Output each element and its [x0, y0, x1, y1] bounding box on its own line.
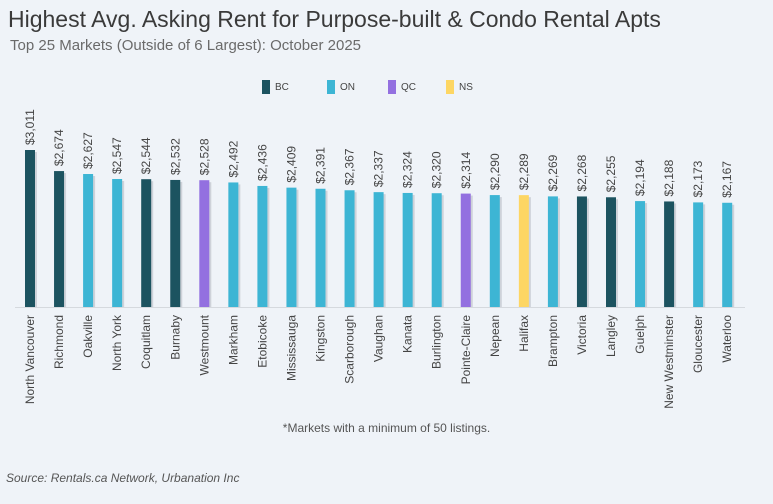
data-label: $2,391	[314, 147, 328, 184]
category-label: Richmond	[52, 315, 66, 369]
category-label: Brampton	[546, 315, 560, 367]
data-label: $2,194	[633, 159, 647, 196]
category-label: Gloucester	[691, 315, 705, 373]
category-label: Burnaby	[168, 315, 182, 360]
data-label: $2,324	[401, 151, 415, 188]
legend-swatch	[327, 80, 335, 94]
legend-swatch	[446, 80, 454, 94]
category-label: Mississauga	[284, 315, 298, 381]
category-label: Langley	[604, 315, 618, 357]
category-label: Kanata	[401, 315, 415, 353]
bar	[460, 193, 471, 307]
category-label: Markham	[226, 315, 240, 365]
data-label: $2,674	[52, 129, 66, 166]
category-label: Westmount	[197, 314, 211, 375]
category-label: Victoria	[575, 315, 589, 355]
bar	[547, 196, 558, 307]
data-label: $2,320	[430, 151, 444, 188]
bar	[606, 197, 616, 307]
bar	[25, 150, 35, 307]
data-label: $2,268	[575, 154, 589, 191]
source-text: Source: Rentals.ca Network, Urbanation I…	[6, 471, 240, 485]
chart-subtitle: Top 25 Markets (Outside of 6 Largest): O…	[10, 37, 362, 54]
data-label: $2,544	[139, 137, 153, 174]
bar	[170, 179, 181, 307]
bar	[228, 182, 239, 307]
legend-label: QC	[401, 81, 416, 93]
data-label: $2,255	[604, 155, 618, 192]
chart-title: Highest Avg. Asking Rent for Purpose-bui…	[8, 6, 661, 32]
data-label: $2,167	[720, 161, 734, 198]
data-label: $2,532	[168, 138, 182, 175]
data-label: $2,547	[110, 137, 124, 174]
bar	[373, 192, 384, 307]
category-label: Halifax	[517, 315, 531, 352]
data-label: $2,627	[81, 132, 95, 169]
data-label: $2,436	[255, 144, 269, 181]
legend-swatch	[388, 80, 396, 94]
data-label: $3,011	[23, 109, 37, 145]
footnote: *Markets with a minimum of 50 listings.	[282, 421, 491, 435]
legend: BC ON QC NS	[0, 80, 773, 96]
category-label: Guelph	[633, 315, 647, 354]
bar	[286, 187, 297, 307]
data-label: $2,528	[197, 138, 211, 175]
data-label: $2,367	[343, 148, 357, 185]
bar	[431, 193, 442, 307]
data-label: $2,173	[691, 160, 705, 197]
category-label: Kingston	[314, 315, 328, 362]
bar	[315, 188, 326, 307]
bar	[54, 171, 65, 307]
bar	[489, 195, 500, 307]
bar	[112, 179, 123, 307]
legend-item-on: ON	[327, 80, 355, 94]
category-label: Waterloo	[720, 315, 734, 363]
category-label: Scarborough	[343, 315, 357, 384]
bar	[664, 201, 675, 307]
legend-item-bc: BC	[262, 80, 289, 94]
data-label: $2,269	[546, 154, 560, 191]
data-label: $2,314	[459, 152, 473, 189]
data-label: $2,289	[517, 153, 531, 190]
data-label: $2,290	[488, 153, 502, 190]
category-label: North York	[110, 314, 124, 371]
data-label: $2,188	[662, 159, 676, 196]
category-label: Nepean	[488, 315, 502, 357]
category-label: New Westminster	[662, 315, 676, 409]
bar	[576, 196, 587, 307]
bar	[518, 195, 529, 307]
bar	[344, 190, 355, 307]
bar	[693, 202, 704, 307]
legend-label: NS	[459, 81, 473, 93]
bar	[141, 179, 152, 307]
bar-chart: $3,011 North Vancouver $2,674 Richmond $2,62…	[15, 109, 745, 409]
bar	[257, 185, 268, 307]
bar	[199, 180, 210, 307]
legend-item-ns: NS	[446, 80, 473, 94]
bar	[402, 192, 413, 307]
legend-item-qc: QC	[388, 80, 416, 94]
category-label: Etobicoke	[255, 315, 269, 368]
data-label: $2,337	[372, 150, 386, 187]
bar	[722, 202, 733, 307]
category-label: Vaughan	[372, 315, 386, 362]
bar	[635, 201, 646, 307]
legend-label: ON	[340, 81, 355, 93]
data-label: $2,409	[284, 146, 298, 183]
legend-swatch	[262, 80, 270, 94]
bar	[83, 174, 94, 307]
category-label: North Vancouver	[23, 315, 37, 404]
data-label: $2,492	[226, 140, 240, 177]
category-label: Oakville	[81, 315, 95, 358]
category-label: Coquitlam	[139, 315, 153, 369]
category-label: Burlington	[430, 315, 444, 369]
legend-label: BC	[275, 81, 289, 93]
category-label: Pointe-Claire	[459, 315, 473, 385]
